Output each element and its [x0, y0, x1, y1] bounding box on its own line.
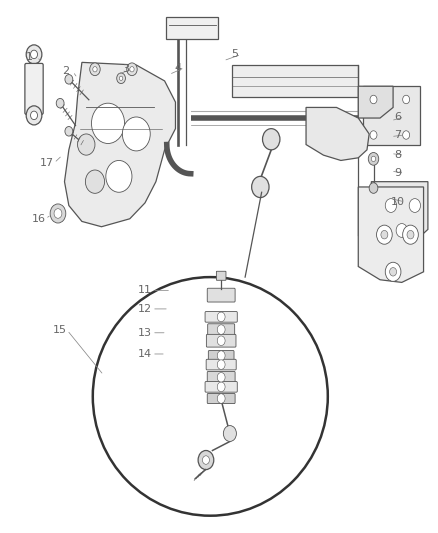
Circle shape [127, 63, 137, 76]
Text: 4: 4 [174, 63, 181, 72]
Text: 14: 14 [138, 349, 152, 359]
Circle shape [403, 225, 418, 244]
Circle shape [252, 176, 269, 198]
Text: 6: 6 [394, 112, 401, 122]
FancyBboxPatch shape [207, 372, 235, 383]
Polygon shape [232, 65, 358, 97]
Circle shape [385, 262, 401, 281]
FancyBboxPatch shape [25, 63, 43, 114]
FancyBboxPatch shape [206, 334, 236, 347]
Circle shape [217, 373, 225, 382]
Polygon shape [358, 187, 424, 282]
Circle shape [217, 394, 225, 403]
Circle shape [217, 336, 225, 345]
FancyBboxPatch shape [205, 312, 237, 322]
Polygon shape [306, 108, 369, 160]
Text: 1: 1 [26, 52, 33, 62]
Text: 13: 13 [138, 328, 152, 338]
Circle shape [390, 268, 396, 276]
FancyBboxPatch shape [206, 359, 236, 370]
Polygon shape [64, 62, 176, 227]
Circle shape [377, 225, 392, 244]
Circle shape [217, 325, 225, 334]
Circle shape [119, 76, 123, 80]
Circle shape [31, 50, 38, 59]
Circle shape [85, 170, 105, 193]
FancyBboxPatch shape [207, 393, 235, 403]
Circle shape [93, 67, 97, 72]
Text: 17: 17 [40, 158, 54, 168]
Circle shape [54, 209, 62, 218]
Circle shape [65, 75, 73, 84]
Circle shape [78, 134, 95, 155]
Circle shape [396, 223, 407, 237]
Circle shape [106, 160, 132, 192]
Circle shape [407, 230, 414, 239]
Circle shape [50, 204, 66, 223]
Circle shape [217, 382, 225, 392]
Circle shape [217, 360, 225, 369]
FancyBboxPatch shape [208, 351, 234, 361]
Ellipse shape [93, 277, 328, 516]
Circle shape [409, 199, 420, 213]
Circle shape [369, 183, 378, 193]
Text: 12: 12 [138, 304, 152, 314]
Circle shape [202, 456, 209, 464]
Circle shape [370, 131, 377, 139]
Circle shape [385, 199, 396, 213]
Circle shape [262, 128, 280, 150]
Text: 2: 2 [62, 67, 69, 76]
Circle shape [217, 312, 225, 321]
Circle shape [26, 45, 42, 64]
Circle shape [381, 230, 388, 239]
Circle shape [368, 152, 379, 165]
FancyBboxPatch shape [208, 324, 235, 335]
FancyBboxPatch shape [207, 288, 235, 302]
Circle shape [198, 450, 214, 470]
Circle shape [122, 117, 150, 151]
Circle shape [403, 95, 410, 104]
Circle shape [130, 67, 134, 72]
Text: 11: 11 [138, 285, 152, 295]
Text: 3: 3 [122, 64, 129, 74]
Polygon shape [371, 182, 428, 237]
FancyBboxPatch shape [216, 271, 226, 280]
Circle shape [56, 99, 64, 108]
Circle shape [403, 131, 410, 139]
Text: 16: 16 [32, 214, 46, 224]
Circle shape [26, 106, 42, 125]
Text: 7: 7 [394, 130, 401, 140]
Circle shape [31, 111, 38, 119]
Circle shape [223, 425, 237, 441]
Circle shape [371, 156, 376, 161]
Circle shape [117, 73, 125, 84]
FancyBboxPatch shape [364, 86, 420, 144]
FancyBboxPatch shape [205, 382, 237, 392]
Circle shape [92, 103, 124, 143]
Text: 8: 8 [394, 150, 401, 160]
FancyBboxPatch shape [166, 17, 218, 38]
Text: 5: 5 [231, 50, 238, 59]
Polygon shape [358, 86, 393, 118]
Circle shape [217, 351, 225, 360]
Text: 10: 10 [390, 197, 404, 207]
Circle shape [370, 95, 377, 104]
Circle shape [65, 126, 73, 136]
Circle shape [90, 63, 100, 76]
Text: 15: 15 [53, 325, 67, 335]
Text: 9: 9 [394, 168, 401, 178]
